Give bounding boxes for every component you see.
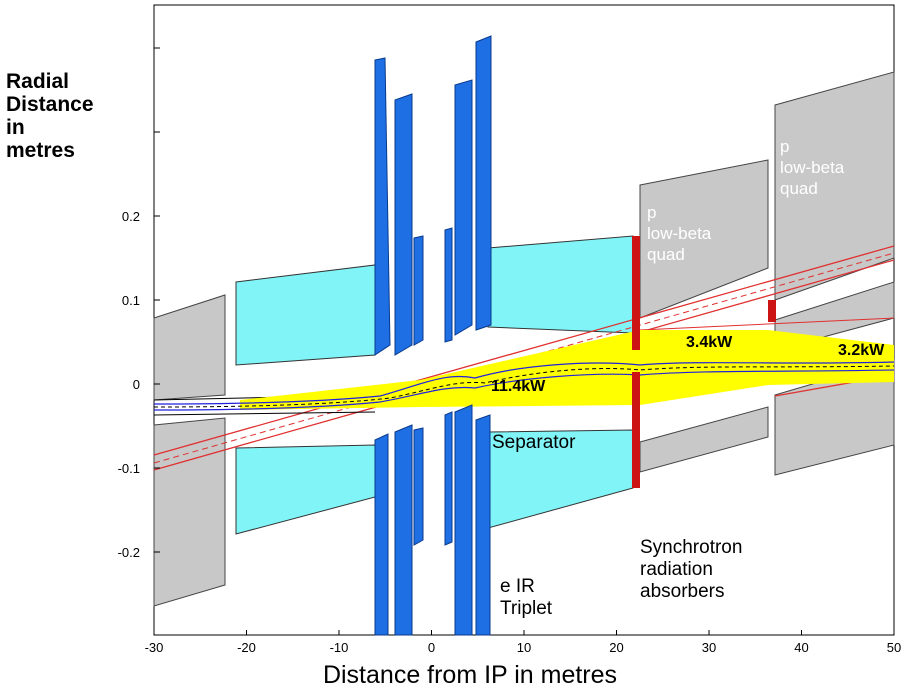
x-tick-label: 20 — [609, 640, 623, 655]
power-main-label: 11.4kW — [491, 378, 546, 395]
triplet-line: Triplet — [500, 598, 553, 619]
absorber-2 — [768, 300, 776, 322]
p-quad-1-line: p — [647, 203, 656, 222]
label-triplet: e IR Triplet — [500, 576, 553, 619]
y-axis: 0.2 0.1 0 -0.1 -0.2 — [118, 47, 160, 560]
label-absorbers: Synchrotron radiation absorbers — [640, 537, 742, 602]
y-axis-title-line: Distance — [6, 93, 94, 116]
x-tick-label: 30 — [702, 640, 716, 655]
x-tick-label: 0 — [428, 640, 435, 655]
triplet-4-upper — [444, 227, 453, 343]
absorbers-line: Synchrotron — [640, 537, 742, 558]
absorbers — [632, 236, 776, 488]
cyan-left-lower — [235, 444, 376, 535]
x-tick-label: -10 — [330, 640, 349, 655]
absorbers-line: radiation — [640, 559, 713, 580]
cyan-right-upper — [487, 235, 634, 334]
triplet-magnets — [374, 35, 492, 636]
p-quad-1-line: low-beta — [647, 224, 712, 243]
y-axis-title: Radial Distance in metres — [6, 70, 94, 162]
orbit-blue-upper — [153, 361, 895, 405]
triplet-1-upper — [374, 57, 391, 356]
p-quad-1-lower — [639, 406, 769, 473]
absorbers-line: absorbers — [640, 581, 725, 602]
label-p-quad-2: p low-beta quad — [780, 137, 845, 198]
cyan-magnets — [235, 235, 634, 535]
x-ticks — [153, 630, 895, 635]
orbit-traces — [153, 361, 895, 411]
orbit-blue-lower — [153, 369, 895, 411]
triplet-2-upper — [394, 93, 413, 356]
triplet-3-lower — [413, 427, 424, 546]
x-axis: -30 -20 -10 0 10 20 30 40 50 — [145, 630, 901, 655]
triplet-5-upper — [454, 79, 473, 336]
p-quad-2-upper — [774, 71, 895, 301]
y-tick-label: 0.2 — [122, 209, 140, 224]
y-tick-label: 0.1 — [122, 293, 140, 308]
x-tick-label: -20 — [237, 640, 256, 655]
separator-label: Separator — [492, 432, 576, 453]
x-tick-label: 50 — [887, 640, 901, 655]
x-axis-title: Distance from IP in metres — [323, 661, 617, 689]
triplet-2-lower — [394, 424, 413, 636]
y-axis-title-line: in — [6, 116, 25, 139]
triplet-1-lower — [374, 433, 389, 636]
absorber-1-lower — [632, 372, 640, 488]
triplet-line: e IR — [500, 576, 535, 597]
triplet-5-lower — [454, 404, 473, 636]
pipe-red-1 — [153, 245, 895, 456]
absorber-1-upper — [632, 236, 640, 350]
y-tick-label: -0.1 — [118, 461, 140, 476]
pipe-red-4 — [639, 317, 895, 331]
triplet-4-lower — [444, 411, 453, 546]
x-tick-label: 10 — [517, 640, 531, 655]
p-quad-2-line: quad — [780, 179, 818, 198]
power-mid-label: 3.4kW — [686, 334, 733, 351]
x-tick-label: -30 — [145, 640, 164, 655]
p-quad-1-line: quad — [647, 245, 685, 264]
cyan-left-upper — [235, 264, 376, 366]
left-gray-block-upper — [153, 294, 226, 401]
y-tick-label: 0 — [133, 377, 140, 392]
y-ticks — [154, 47, 160, 553]
pipe-black-lower — [153, 411, 376, 416]
orbit-black — [153, 365, 895, 408]
y-tick-label: -0.2 — [118, 545, 140, 560]
p-quad-2-line: p — [780, 137, 789, 156]
triplet-6-upper — [475, 35, 492, 331]
y-axis-title-line: Radial — [6, 70, 69, 93]
power-right-label: 3.2kW — [838, 342, 885, 359]
triplet-6-lower — [475, 414, 491, 636]
p-quad-2-line: low-beta — [780, 158, 845, 177]
x-tick-label: 40 — [794, 640, 808, 655]
y-axis-title-line: metres — [6, 139, 75, 162]
label-p-quad-1: p low-beta quad — [647, 203, 712, 264]
triplet-3-upper — [413, 235, 424, 346]
